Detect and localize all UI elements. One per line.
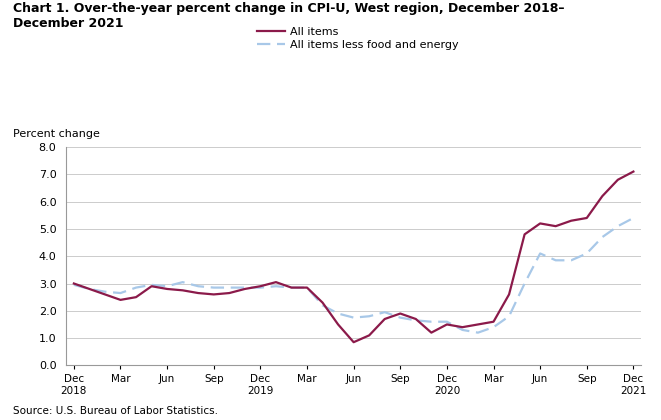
All items less food and energy [459, 328, 467, 333]
All items less food and energy [552, 258, 560, 263]
All items [536, 221, 544, 226]
All items less food and energy [334, 311, 342, 316]
All items less food and energy [428, 319, 436, 324]
All items [443, 322, 451, 327]
All items less food and energy [629, 215, 637, 220]
All items less food and energy [381, 310, 389, 315]
All items less food and energy [178, 280, 186, 285]
All items less food and energy [319, 303, 327, 308]
All items [381, 317, 389, 322]
All items less food and energy [412, 318, 420, 323]
All items less food and energy [256, 285, 264, 290]
Legend: All items, All items less food and energy: All items, All items less food and energ… [256, 26, 459, 50]
All items less food and energy [366, 314, 373, 319]
All items [397, 311, 405, 316]
All items [350, 340, 358, 345]
All items less food and energy [598, 234, 606, 239]
Line: All items less food and energy: All items less food and energy [74, 218, 633, 333]
All items less food and energy [70, 282, 78, 287]
All items [116, 297, 124, 302]
All items [629, 169, 637, 174]
All items [366, 333, 373, 338]
All items less food and energy [397, 315, 405, 320]
All items [614, 177, 622, 182]
All items less food and energy [303, 285, 311, 290]
All items less food and energy [163, 284, 171, 289]
Text: Source: U.S. Bureau of Labor Statistics.: Source: U.S. Bureau of Labor Statistics. [13, 406, 218, 416]
All items [85, 286, 93, 291]
All items [459, 325, 467, 330]
All items less food and energy [490, 325, 498, 330]
All items less food and energy [116, 291, 124, 296]
All items less food and energy [241, 285, 249, 290]
All items less food and energy [147, 282, 155, 287]
Text: Chart 1. Over-the-year percent change in CPI-U, West region, December 2018–
Dece: Chart 1. Over-the-year percent change in… [13, 2, 564, 30]
All items [272, 280, 280, 285]
All items [567, 218, 575, 223]
All items less food and energy [505, 314, 513, 319]
All items [552, 223, 560, 228]
All items less food and energy [210, 285, 217, 290]
All items less food and energy [474, 330, 482, 335]
All items [412, 317, 420, 322]
All items less food and energy [521, 281, 529, 286]
All items less food and energy [85, 286, 93, 291]
All items [505, 292, 513, 297]
All items [319, 300, 327, 305]
All items less food and energy [272, 284, 280, 289]
All items less food and energy [536, 251, 544, 256]
All items [521, 232, 529, 237]
All items less food and energy [567, 258, 575, 263]
All items [210, 292, 217, 297]
All items less food and energy [350, 315, 358, 320]
All items [428, 330, 436, 335]
All items [194, 291, 202, 296]
All items less food and energy [225, 285, 233, 290]
All items [163, 286, 171, 291]
All items less food and energy [614, 223, 622, 228]
All items [490, 319, 498, 324]
All items less food and energy [443, 319, 451, 324]
All items [256, 284, 264, 289]
All items [303, 285, 311, 290]
All items [474, 322, 482, 327]
All items [178, 288, 186, 293]
All items [583, 215, 591, 220]
All items less food and energy [132, 285, 140, 290]
All items [225, 291, 233, 296]
Text: Percent change: Percent change [13, 129, 100, 139]
All items less food and energy [583, 251, 591, 256]
All items [598, 194, 606, 199]
All items [334, 322, 342, 327]
Line: All items: All items [74, 171, 633, 342]
All items less food and energy [101, 289, 109, 294]
All items [147, 284, 155, 289]
All items less food and energy [194, 284, 202, 289]
All items [101, 292, 109, 297]
All items [241, 286, 249, 291]
All items [132, 295, 140, 300]
All items [288, 285, 295, 290]
All items less food and energy [288, 285, 295, 290]
All items [70, 281, 78, 286]
